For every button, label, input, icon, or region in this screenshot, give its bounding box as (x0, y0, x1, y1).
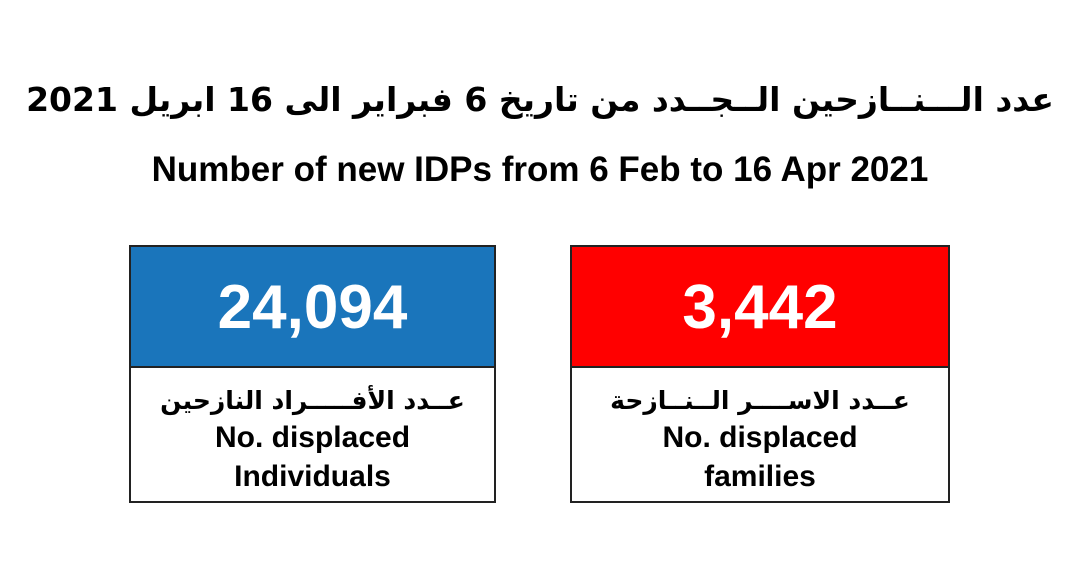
individuals-label-arabic: عــدد الأفـــــراد النازحين (160, 386, 465, 415)
families-label-line-1: No. displaced (662, 421, 858, 454)
individuals-label-line-2: Individuals (234, 460, 391, 493)
individuals-label-line-1: No. displaced (214, 421, 411, 454)
families-label-english: No. displaced families (572, 418, 948, 496)
displaced-individuals-card: 24,094 عــدد الأفـــــراد النازحين No. d… (129, 245, 496, 503)
individuals-count: 24,094 (131, 247, 494, 368)
individuals-label-english: No. displaced Individuals (131, 418, 494, 496)
families-label-arabic: عــدد الاســــر الــنــازحة (610, 386, 910, 415)
displaced-families-card: 3,442 عــدد الاســــر الــنــازحة No. di… (570, 245, 950, 503)
title-arabic: عدد الـــنــازحين الــجــدد من تاريخ 6 ف… (26, 80, 1054, 119)
families-count: 3,442 (572, 247, 948, 368)
families-label-line-2: families (704, 460, 816, 493)
title-english: Number of new IDPs from 6 Feb to 16 Apr … (151, 150, 929, 189)
